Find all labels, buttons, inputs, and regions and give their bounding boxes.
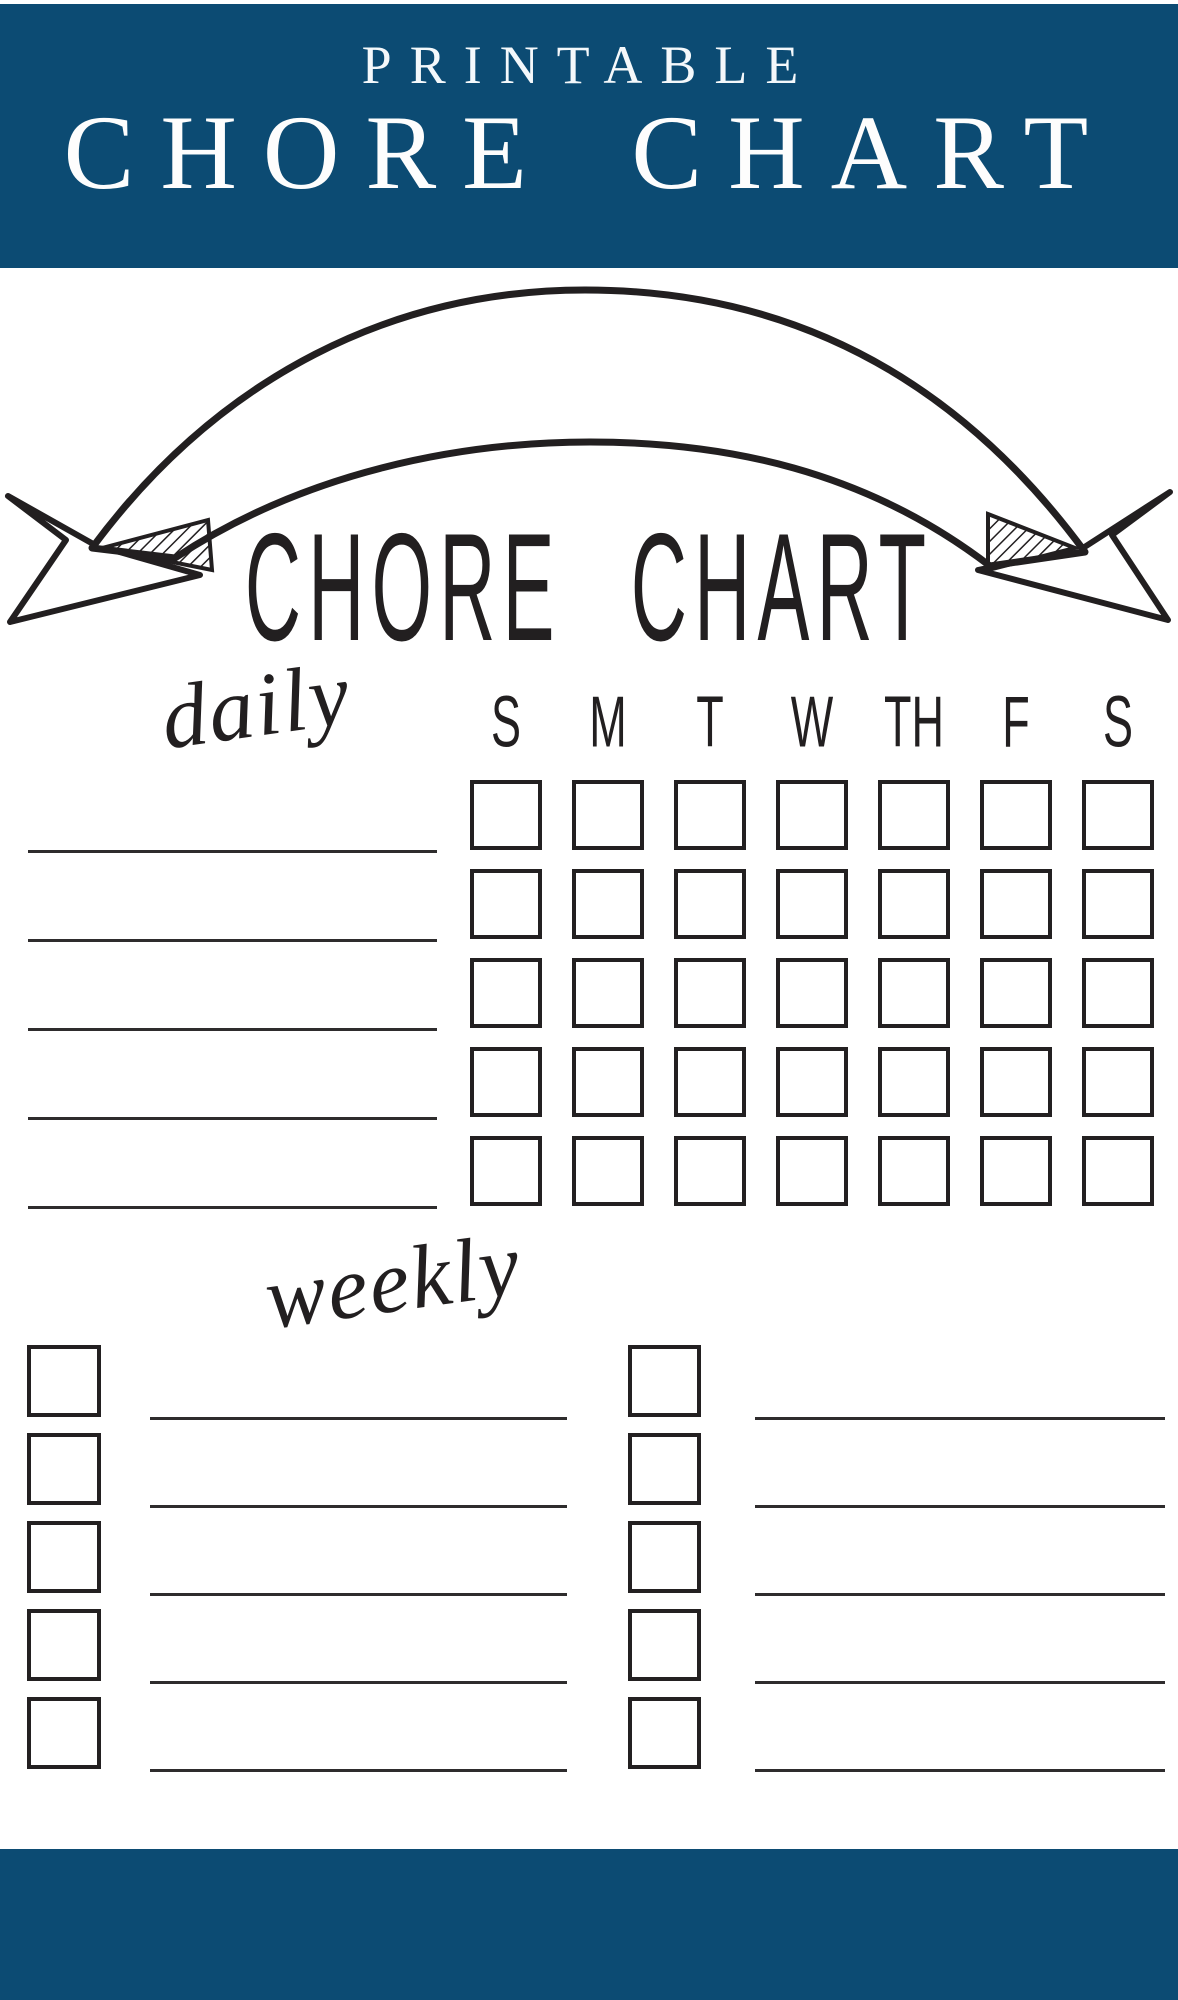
daily-checkbox[interactable] [980, 958, 1052, 1028]
day-label-s: S [1102, 681, 1134, 763]
weekly-task-line-left[interactable] [150, 1593, 567, 1596]
weekly-task-line-right[interactable] [755, 1681, 1165, 1684]
daily-task-line[interactable] [28, 850, 437, 853]
page-title: CHORE CHART [63, 94, 1115, 211]
daily-checkbox[interactable] [572, 780, 644, 850]
daily-checkbox[interactable] [1082, 1136, 1154, 1206]
daily-task-line[interactable] [28, 1206, 437, 1209]
daily-task-line[interactable] [28, 1117, 437, 1120]
daily-checkbox[interactable] [878, 869, 950, 939]
daily-checkbox[interactable] [878, 1136, 950, 1206]
daily-checkbox[interactable] [980, 780, 1052, 850]
daily-checkbox[interactable] [776, 958, 848, 1028]
weekly-task-line-right[interactable] [755, 1593, 1165, 1596]
day-label-t: T [696, 681, 724, 763]
weekly-checkbox-right[interactable] [628, 1433, 701, 1505]
weekly-heading: weekly [259, 1214, 528, 1349]
daily-checkbox[interactable] [674, 1136, 746, 1206]
daily-checkbox[interactable] [572, 1047, 644, 1117]
daily-checkbox[interactable] [674, 1047, 746, 1117]
daily-checkbox[interactable] [776, 1047, 848, 1117]
daily-checkbox[interactable] [776, 780, 848, 850]
ribbon-banner-graphic [0, 270, 1178, 670]
day-label-w: W [790, 681, 834, 763]
daily-task-line[interactable] [28, 939, 437, 942]
ribbon-left-tail [5, 493, 203, 625]
daily-checkbox[interactable] [674, 869, 746, 939]
weekly-task-line-left[interactable] [150, 1505, 567, 1508]
weekly-task-line-left[interactable] [150, 1681, 567, 1684]
weekly-task-line-right[interactable] [755, 1505, 1165, 1508]
chart-title: CHORE CHART [0, 498, 1178, 673]
weekly-checkbox-left[interactable] [27, 1521, 101, 1593]
weekly-task-line-left[interactable] [150, 1417, 567, 1420]
header-eyebrow: PRINTABLE [361, 35, 817, 95]
daily-checkbox[interactable] [674, 958, 746, 1028]
daily-checkbox[interactable] [470, 958, 542, 1028]
daily-checkbox[interactable] [776, 1136, 848, 1206]
day-label-m: M [589, 681, 627, 763]
weekly-task-line-right[interactable] [755, 1769, 1165, 1772]
ribbon-right-fold-hatch [986, 511, 1082, 573]
daily-checkbox[interactable] [572, 1136, 644, 1206]
daily-checkbox[interactable] [980, 1047, 1052, 1117]
weekly-checkbox-left[interactable] [27, 1697, 101, 1769]
daily-checkbox[interactable] [470, 780, 542, 850]
daily-checkbox[interactable] [470, 1136, 542, 1206]
day-label-s: S [490, 681, 522, 763]
day-label-f: F [1002, 681, 1030, 763]
header-band: PRINTABLE CHORE CHART [0, 4, 1178, 268]
weekly-checkbox-right[interactable] [628, 1345, 701, 1417]
ribbon-left-fold-hatch [101, 517, 215, 573]
weekly-checkbox-right[interactable] [628, 1697, 701, 1769]
daily-checkbox[interactable] [470, 1047, 542, 1117]
daily-checkbox[interactable] [572, 958, 644, 1028]
chart-title-text: CHORE CHART [244, 500, 934, 673]
daily-task-line[interactable] [28, 1028, 437, 1031]
footer-band: SINCERELY, Sara D. [0, 1849, 1178, 2000]
daily-checkbox[interactable] [1082, 869, 1154, 939]
daily-checkbox[interactable] [776, 869, 848, 939]
weekly-checkbox-right[interactable] [628, 1609, 701, 1681]
daily-checkbox[interactable] [878, 780, 950, 850]
weekly-checkbox-left[interactable] [27, 1433, 101, 1505]
weekly-task-line-left[interactable] [150, 1769, 567, 1772]
day-label-th: TH [884, 681, 944, 763]
daily-checkbox[interactable] [878, 958, 950, 1028]
ribbon-banner-svg [5, 286, 1173, 625]
daily-checkbox[interactable] [1082, 1047, 1154, 1117]
daily-checkbox[interactable] [980, 869, 1052, 939]
daily-checkbox[interactable] [980, 1136, 1052, 1206]
weekly-checkbox-left[interactable] [27, 1345, 101, 1417]
weekly-checkbox-right[interactable] [628, 1521, 701, 1593]
ribbon-band [88, 286, 1089, 570]
daily-checkbox[interactable] [878, 1047, 950, 1117]
daily-checkbox[interactable] [572, 869, 644, 939]
weekly-checkbox-left[interactable] [27, 1609, 101, 1681]
daily-checkbox[interactable] [470, 869, 542, 939]
daily-checkbox[interactable] [1082, 780, 1154, 850]
daily-checkbox[interactable] [1082, 958, 1154, 1028]
daily-checkbox[interactable] [674, 780, 746, 850]
weekly-task-line-right[interactable] [755, 1417, 1165, 1420]
